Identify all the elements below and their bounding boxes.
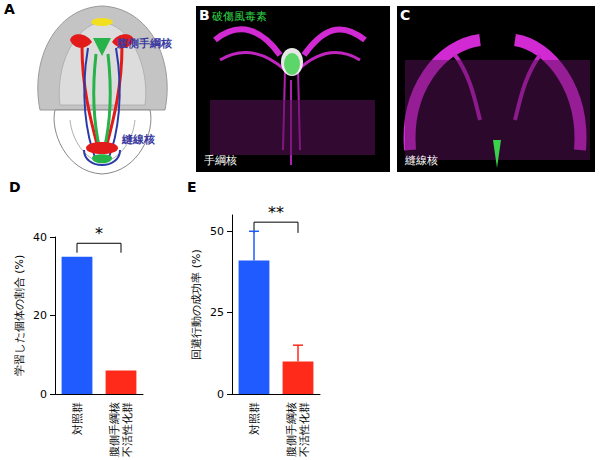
svg-text:回避行動の成功率 (%): 回避行動の成功率 (%) [190, 249, 203, 360]
svg-text:破傷風毒素: 破傷風毒素 [211, 10, 267, 23]
svg-text:縫線核: 縫線核 [121, 133, 155, 146]
svg-text:腹側手綱核: 腹側手綱核 [116, 37, 172, 50]
svg-text:25: 25 [210, 306, 224, 319]
svg-text:学習した個体の割合 (%): 学習した個体の割合 (%) [13, 255, 26, 377]
svg-text:20: 20 [33, 309, 47, 322]
svg-text:縫線核: 縫線核 [404, 154, 438, 167]
svg-text:E: E [187, 179, 197, 195]
svg-text:B: B [199, 7, 210, 23]
svg-text:50: 50 [210, 225, 224, 238]
svg-text:腹側手綱核: 腹側手綱核 [285, 402, 298, 457]
svg-text:**: ** [268, 203, 284, 222]
svg-text:0: 0 [217, 388, 224, 401]
svg-text:0: 0 [40, 388, 47, 401]
svg-text:手綱核: 手綱核 [204, 154, 237, 167]
svg-text:不活性化群: 不活性化群 [121, 402, 134, 457]
svg-text:D: D [9, 179, 21, 195]
svg-text:対照群: 対照群 [248, 402, 261, 435]
svg-text:腹側手綱核: 腹側手綱核 [108, 402, 121, 457]
svg-text:不活性化群: 不活性化群 [298, 402, 311, 457]
svg-text:C: C [400, 7, 410, 23]
svg-text:*: * [95, 224, 103, 243]
svg-text:40: 40 [33, 231, 47, 244]
svg-text:対照群: 対照群 [71, 402, 84, 435]
svg-text:A: A [4, 1, 15, 17]
